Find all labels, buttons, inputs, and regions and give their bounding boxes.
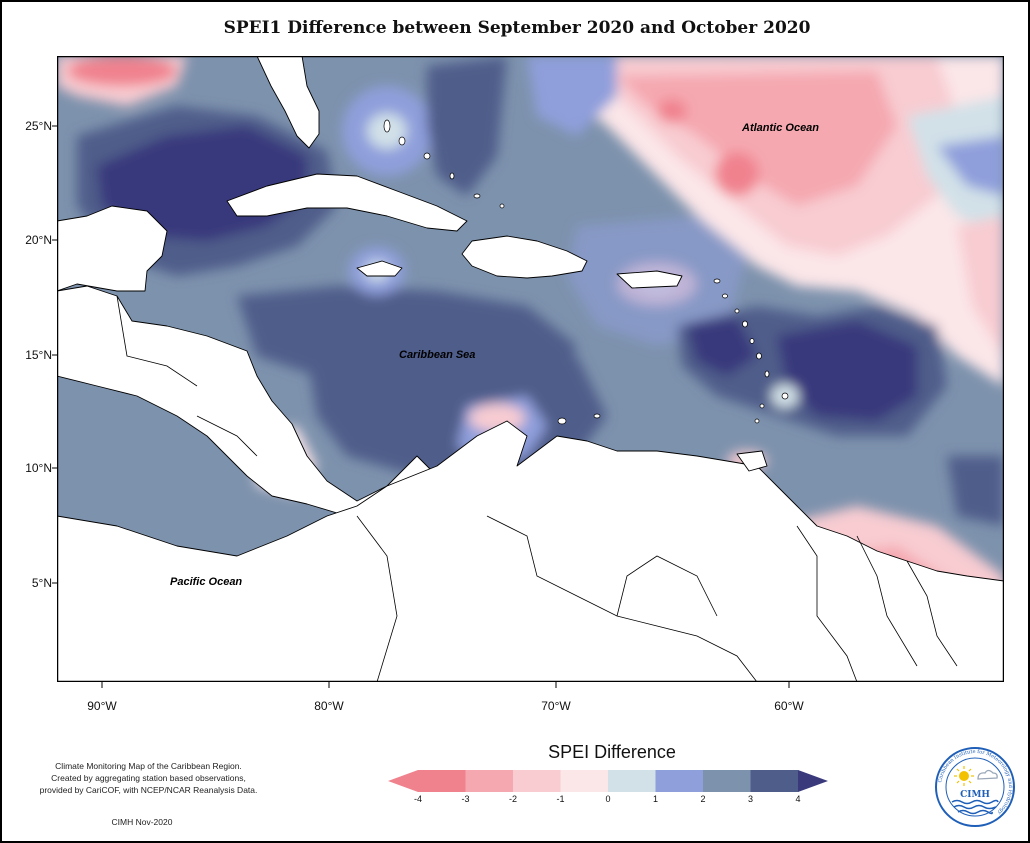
credit-line-3: provided by CariCOF, with NCEP/NCAR Rean… xyxy=(39,785,258,795)
page-title: SPEI1 Difference between September 2020 … xyxy=(223,18,811,38)
lon-tick-60w: 60°W xyxy=(774,699,804,713)
central-america xyxy=(57,285,458,517)
lat-tick-10n: 10°N xyxy=(25,461,52,475)
florida xyxy=(256,56,320,149)
lat-tick-15n: 15°N xyxy=(25,348,52,362)
legend-band-4 xyxy=(560,770,609,792)
borders xyxy=(116,295,958,682)
legend-tick-label: 1 xyxy=(653,794,658,804)
legend-tick-label: 3 xyxy=(748,794,753,804)
lat-tick-25n: 25°N xyxy=(25,119,52,133)
spei-difference-map[interactable] xyxy=(57,56,1004,682)
trinidad xyxy=(736,450,768,472)
cloud-icon xyxy=(977,769,998,780)
legend-tick-label: -3 xyxy=(461,794,469,804)
small-islands xyxy=(383,119,789,425)
legend-band-1 xyxy=(418,770,466,792)
lon-tick-90w: 90°W xyxy=(87,699,117,713)
map-frame[interactable]: Atlantic Ocean Caribbean Sea Pacific Oce… xyxy=(57,56,1004,682)
legend-band-end xyxy=(798,770,828,792)
lon-tick-70w: 70°W xyxy=(541,699,571,713)
lat-tick-20n: 20°N xyxy=(25,233,52,247)
credit-date: CIMH Nov-2020 xyxy=(111,817,173,827)
spei-field xyxy=(57,56,1004,666)
legend-band-3 xyxy=(513,770,561,792)
lat-tick-5n: 5°N xyxy=(31,576,52,590)
legend-band-2 xyxy=(465,770,514,792)
sun-icon xyxy=(954,766,974,786)
legend-tick-label: 2 xyxy=(700,794,705,804)
legend-tick-label: -1 xyxy=(556,794,564,804)
legend-tick-label: -2 xyxy=(509,794,517,804)
legend-tick-label: 0 xyxy=(605,794,610,804)
water-icon xyxy=(951,799,999,815)
jamaica xyxy=(356,260,403,277)
yucatan xyxy=(57,205,168,292)
legend-tick-label: -4 xyxy=(414,794,422,804)
credit-line-2: Created by aggregating station based obs… xyxy=(51,773,246,783)
logo-text: CIMH xyxy=(960,790,990,800)
label-pacific-ocean: Pacific Ocean xyxy=(170,576,243,588)
credit-line-1: Climate Monitoring Map of the Caribbean … xyxy=(55,761,242,771)
lon-tick-80w: 80°W xyxy=(314,699,344,713)
credit-text: Climate Monitoring Map of the Caribbean … xyxy=(16,760,281,796)
map-border xyxy=(57,56,1004,682)
legend-band-0 xyxy=(388,770,418,792)
label-atlantic-ocean: Atlantic Ocean xyxy=(742,122,820,134)
legend-colorbar: -4 -3 -2 -1 0 1 2 3 4 xyxy=(388,770,828,804)
legend-band-5 xyxy=(608,770,656,792)
legend-tick-label: 4 xyxy=(795,794,800,804)
legend-band-6 xyxy=(655,770,704,792)
label-caribbean-sea: Caribbean Sea xyxy=(399,349,476,361)
cuba xyxy=(226,173,468,232)
legend-band-8 xyxy=(750,770,799,792)
hispaniola xyxy=(461,235,588,279)
legend-title: SPEI Difference xyxy=(548,742,676,762)
legend-band-7 xyxy=(703,770,751,792)
cimh-logo: CIMH Caribbean Institute for Meteorology… xyxy=(935,747,1015,827)
puerto-rico xyxy=(616,270,683,289)
